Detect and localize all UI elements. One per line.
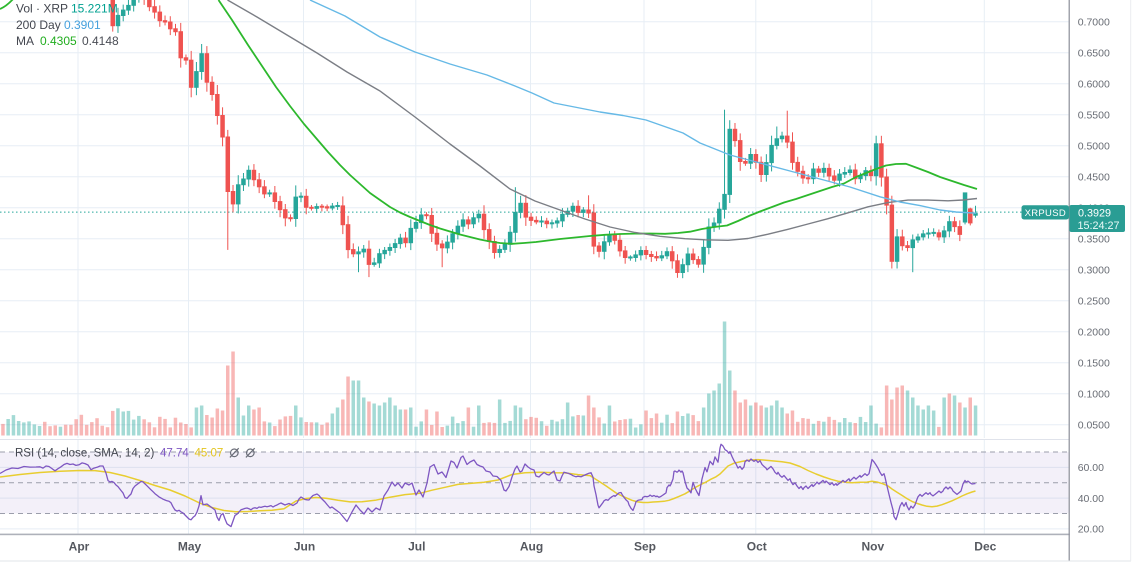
svg-text:0.3929: 0.3929	[1078, 207, 1111, 219]
svg-text:0.4500: 0.4500	[1078, 171, 1110, 183]
svg-text:47.74: 47.74	[160, 448, 189, 460]
svg-text:0.5000: 0.5000	[1078, 140, 1110, 152]
svg-text:0.4305: 0.4305	[40, 34, 77, 48]
svg-text:0.2500: 0.2500	[1078, 295, 1110, 307]
svg-text:200 Day: 200 Day	[16, 18, 61, 32]
svg-text:15.221M: 15.221M	[71, 2, 118, 16]
svg-text:0.1000: 0.1000	[1078, 388, 1110, 400]
svg-text:0.6500: 0.6500	[1078, 47, 1110, 59]
svg-text:0.3000: 0.3000	[1078, 264, 1110, 276]
svg-text:15:24:27: 15:24:27	[1078, 220, 1120, 232]
svg-text:60.00: 60.00	[1078, 462, 1104, 474]
svg-text:0.1500: 0.1500	[1078, 357, 1110, 369]
svg-text:MA: MA	[16, 34, 34, 48]
svg-text:May: May	[178, 540, 202, 554]
svg-text:20.00: 20.00	[1078, 524, 1104, 536]
svg-text:0.4148: 0.4148	[82, 34, 119, 48]
svg-text:0.6000: 0.6000	[1078, 78, 1110, 90]
svg-text:Apr: Apr	[69, 540, 90, 554]
svg-text:RSI (14, close, SMA, 14, 2): RSI (14, close, SMA, 14, 2)	[15, 448, 155, 460]
svg-text:Vol · XRP: Vol · XRP	[16, 2, 68, 16]
svg-text:40.00: 40.00	[1078, 493, 1104, 505]
svg-text:Jun: Jun	[294, 540, 315, 554]
svg-text:0.3500: 0.3500	[1078, 233, 1110, 245]
svg-text:Aug: Aug	[520, 540, 543, 554]
svg-text:Jul: Jul	[408, 540, 425, 554]
svg-text:0.0500: 0.0500	[1078, 419, 1110, 431]
svg-text:Nov: Nov	[861, 540, 884, 554]
svg-text:Oct: Oct	[747, 540, 767, 554]
svg-text:Dec: Dec	[974, 540, 996, 554]
svg-text:0.5500: 0.5500	[1078, 109, 1110, 121]
svg-text:XRPUSD: XRPUSD	[1025, 208, 1066, 219]
svg-text:0.7000: 0.7000	[1078, 16, 1110, 28]
svg-text:0.3901: 0.3901	[64, 18, 101, 32]
svg-text:0.2000: 0.2000	[1078, 326, 1110, 338]
svg-text:Sep: Sep	[634, 540, 656, 554]
svg-text:45.07: 45.07	[195, 448, 224, 460]
